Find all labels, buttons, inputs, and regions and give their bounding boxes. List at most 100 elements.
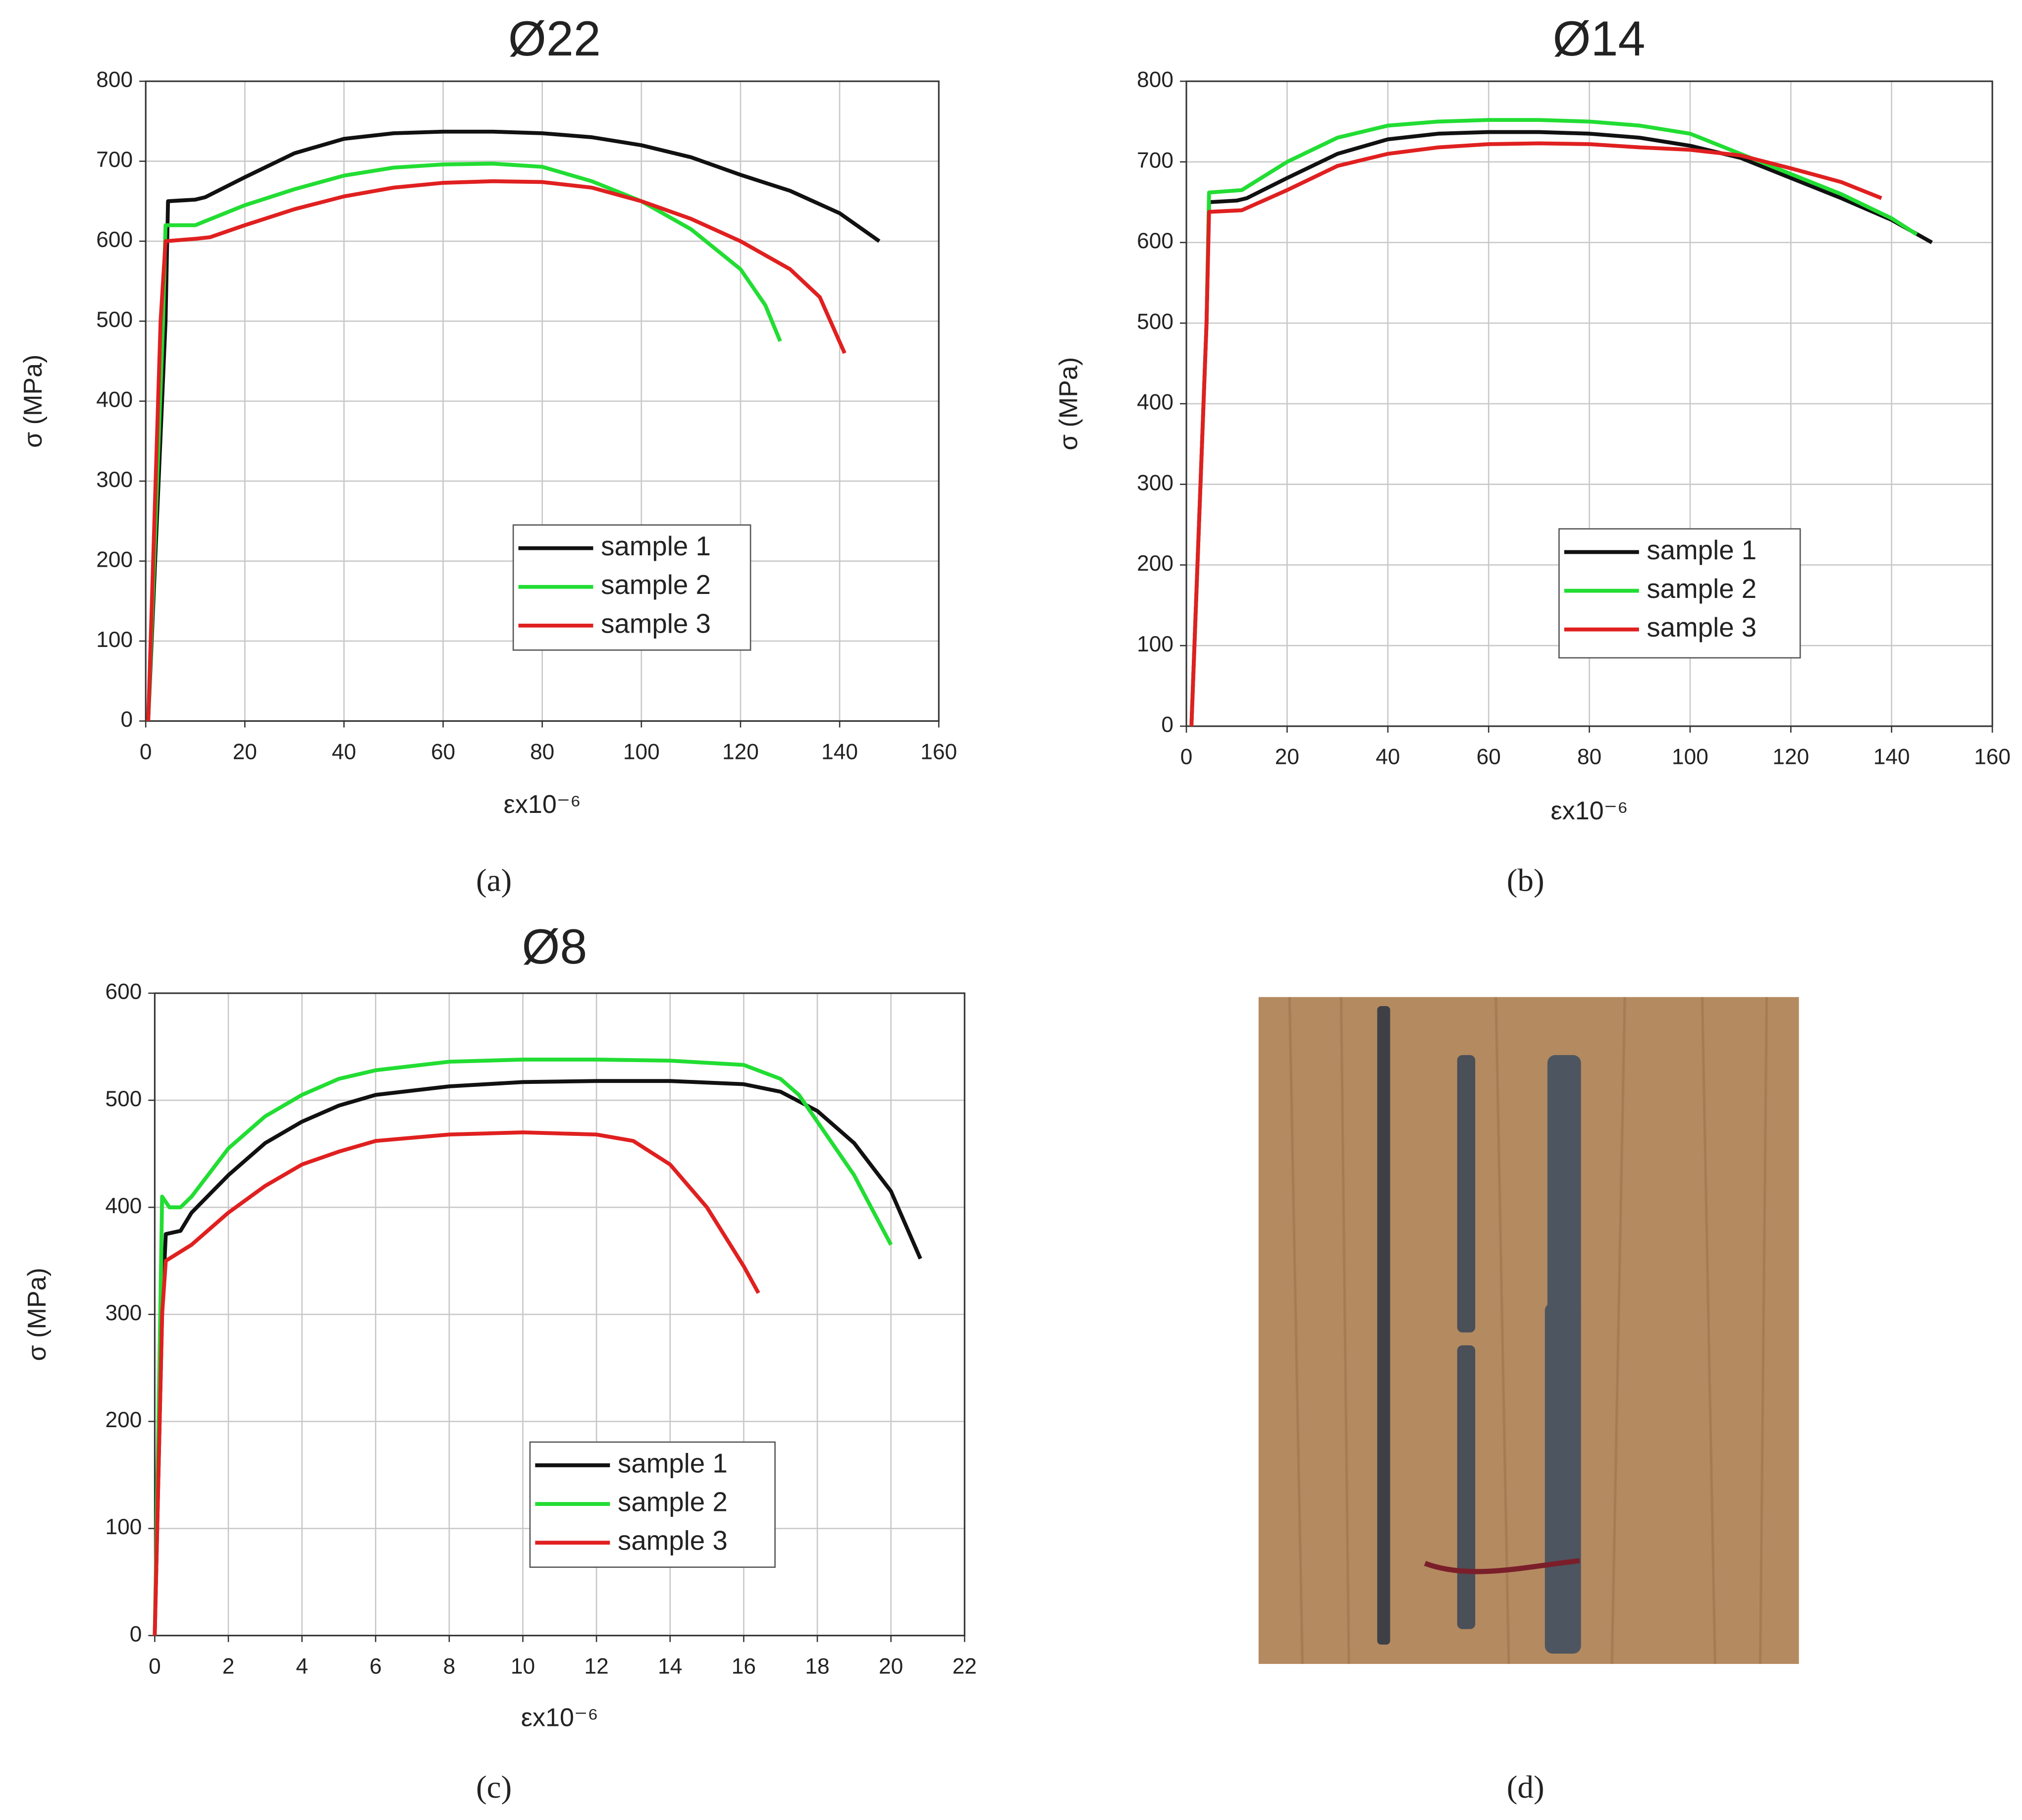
y-tick-label: 600: [96, 228, 133, 252]
legend-label: sample 1: [618, 1448, 728, 1478]
x-axis-label: εx10⁻⁶: [1551, 797, 1628, 825]
y-tick-label: 200: [1137, 551, 1173, 576]
x-tick-label: 6: [370, 1654, 382, 1678]
x-tick-label: 10: [511, 1654, 535, 1678]
y-tick-label: 800: [1137, 68, 1173, 92]
x-tick-label: 40: [1376, 745, 1400, 769]
wire: [1424, 1558, 1580, 1574]
data-line: [1189, 130, 1933, 727]
x-tick-label: 8: [443, 1654, 456, 1678]
y-tick-label: 200: [106, 1408, 142, 1432]
x-tick-label: 0: [149, 1654, 161, 1678]
x-axis-label: εx10⁻⁶: [504, 790, 581, 819]
y-tick-label: 800: [96, 68, 133, 92]
y-tick-label: 700: [96, 148, 133, 172]
y-tick-label: 100: [106, 1515, 142, 1539]
data-line: [146, 179, 847, 721]
legend-label: sample 3: [618, 1526, 728, 1556]
data-line: [146, 161, 782, 721]
x-tick-label: 2: [222, 1654, 235, 1678]
data-line: [146, 129, 881, 721]
data-line: [153, 1130, 760, 1636]
plot-border: [1185, 80, 1993, 727]
plot-border: [154, 992, 965, 1637]
caption: (d): [1507, 1769, 1544, 1805]
y-tick-label: 400: [1137, 390, 1173, 415]
x-tick-label: 60: [1477, 745, 1501, 769]
y-axis-label: σ (MPa): [19, 355, 48, 448]
y-tick-label: 0: [121, 707, 133, 732]
x-tick-label: 0: [1180, 745, 1193, 769]
legend-label: sample 3: [601, 608, 711, 639]
photo-background: [1258, 997, 1799, 1664]
x-tick-label: 4: [296, 1654, 308, 1678]
y-tick-label: 300: [96, 468, 133, 492]
y-tick-label: 300: [1137, 471, 1173, 495]
x-tick-label: 20: [879, 1654, 903, 1678]
legend-label: sample 3: [1647, 612, 1756, 642]
y-tick-label: 500: [1137, 310, 1173, 334]
y-tick-label: 700: [1137, 148, 1173, 172]
x-tick-label: 120: [722, 740, 759, 764]
wood-grain: [1288, 997, 1768, 1664]
y-tick-label: 0: [130, 1622, 142, 1646]
y-tick-label: 300: [106, 1301, 142, 1325]
y-tick-label: 200: [96, 547, 133, 572]
x-tick-label: 140: [821, 740, 858, 764]
bar-ribbed-lower: [1457, 1345, 1476, 1629]
x-axis-label: εx10⁻⁶: [521, 1704, 598, 1732]
caption: (a): [476, 863, 512, 899]
legend-label: sample 2: [618, 1487, 728, 1517]
bar-thick-upper: [1547, 1055, 1581, 1326]
x-tick-label: 100: [1672, 745, 1708, 769]
y-tick-label: 100: [1137, 632, 1173, 656]
x-tick-label: 80: [1577, 745, 1601, 769]
x-tick-label: 18: [805, 1654, 829, 1678]
x-tick-label: 160: [920, 740, 957, 764]
bar-plain: [1377, 1006, 1390, 1645]
x-tick-label: 16: [732, 1654, 756, 1678]
x-tick-label: 0: [140, 740, 152, 764]
data-line: [1189, 118, 1918, 727]
legend-label: sample 1: [1647, 535, 1756, 565]
y-axis-label: σ (MPa): [1055, 357, 1083, 450]
y-tick-label: 600: [1137, 229, 1173, 253]
bar-ribbed-upper: [1457, 1055, 1476, 1333]
y-tick-label: 100: [96, 628, 133, 652]
chart-title: Ø14: [1553, 11, 1646, 66]
x-tick-label: 140: [1873, 745, 1910, 769]
legend-label: sample 2: [601, 570, 711, 600]
legend-label: sample 1: [601, 531, 711, 561]
y-tick-label: 0: [1161, 713, 1173, 737]
y-tick-label: 600: [106, 980, 142, 1004]
y-axis-label: σ (MPa): [23, 1268, 52, 1361]
data-line: [153, 1058, 893, 1636]
caption: (c): [476, 1769, 512, 1805]
x-tick-label: 12: [585, 1654, 609, 1678]
x-tick-label: 20: [1275, 745, 1299, 769]
x-tick-label: 100: [623, 740, 660, 764]
plot-border: [145, 80, 940, 722]
y-tick-label: 500: [106, 1087, 142, 1111]
x-tick-label: 60: [431, 740, 455, 764]
x-tick-label: 20: [233, 740, 257, 764]
x-tick-label: 80: [530, 740, 554, 764]
chart-title: Ø22: [508, 11, 601, 66]
legend-label: sample 2: [1647, 574, 1756, 604]
data-line: [153, 1079, 922, 1636]
bar-thick-lower: [1544, 1302, 1581, 1654]
x-tick-label: 22: [953, 1654, 977, 1678]
x-tick-label: 160: [1974, 745, 2011, 769]
photo: [1258, 997, 1799, 1664]
x-tick-label: 14: [658, 1654, 682, 1678]
data-line: [1189, 141, 1882, 727]
x-tick-label: 40: [332, 740, 356, 764]
y-tick-label: 400: [96, 387, 133, 412]
x-tick-label: 120: [1772, 745, 1809, 769]
y-tick-label: 400: [106, 1194, 142, 1218]
chart-title: Ø8: [522, 919, 587, 974]
caption: (b): [1507, 863, 1544, 899]
y-tick-label: 500: [96, 308, 133, 332]
